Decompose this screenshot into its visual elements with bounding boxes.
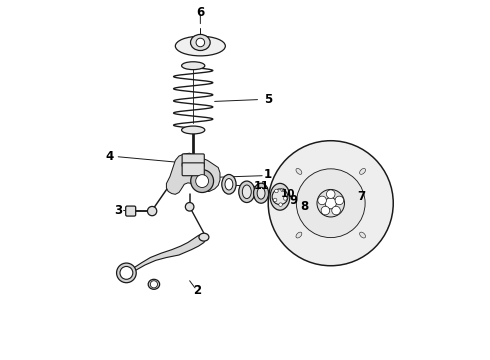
Ellipse shape (175, 36, 225, 56)
FancyBboxPatch shape (182, 154, 204, 167)
FancyBboxPatch shape (182, 163, 204, 176)
Text: 10: 10 (281, 189, 295, 199)
Circle shape (120, 266, 133, 279)
Circle shape (191, 170, 214, 193)
Ellipse shape (270, 183, 290, 210)
Circle shape (335, 196, 343, 205)
Polygon shape (126, 234, 206, 275)
Circle shape (274, 189, 278, 193)
Ellipse shape (182, 126, 205, 134)
Text: 3: 3 (114, 204, 122, 217)
Text: 2: 2 (193, 284, 201, 297)
Circle shape (268, 141, 393, 266)
Ellipse shape (117, 263, 136, 283)
Circle shape (272, 189, 288, 204)
Ellipse shape (253, 183, 269, 203)
Text: 4: 4 (105, 150, 113, 163)
Ellipse shape (148, 279, 160, 289)
Text: 9: 9 (290, 194, 298, 207)
Ellipse shape (239, 181, 255, 203)
Ellipse shape (182, 62, 205, 69)
Ellipse shape (225, 179, 233, 190)
Ellipse shape (243, 185, 251, 199)
Circle shape (150, 281, 157, 288)
Circle shape (196, 38, 205, 47)
Circle shape (196, 175, 209, 188)
Text: 7: 7 (357, 190, 365, 203)
Circle shape (325, 198, 336, 209)
Text: 11: 11 (253, 181, 269, 192)
Text: 6: 6 (196, 6, 204, 19)
Circle shape (317, 189, 344, 217)
Circle shape (321, 206, 330, 215)
Ellipse shape (222, 175, 236, 194)
Circle shape (273, 198, 277, 202)
Ellipse shape (296, 232, 302, 238)
Circle shape (281, 188, 285, 192)
Circle shape (279, 203, 282, 206)
Circle shape (318, 196, 326, 205)
FancyBboxPatch shape (126, 206, 136, 216)
Ellipse shape (257, 187, 265, 199)
Polygon shape (167, 153, 220, 194)
Ellipse shape (199, 233, 209, 241)
Circle shape (185, 203, 194, 211)
Text: 1: 1 (264, 168, 272, 181)
Circle shape (326, 190, 335, 198)
Circle shape (147, 206, 157, 216)
Circle shape (296, 169, 365, 238)
Ellipse shape (296, 168, 302, 174)
Text: 5: 5 (264, 93, 272, 106)
Text: 8: 8 (300, 199, 309, 212)
Circle shape (283, 197, 287, 200)
Ellipse shape (360, 168, 366, 174)
Circle shape (332, 206, 341, 215)
Ellipse shape (360, 232, 366, 238)
Ellipse shape (191, 35, 210, 50)
